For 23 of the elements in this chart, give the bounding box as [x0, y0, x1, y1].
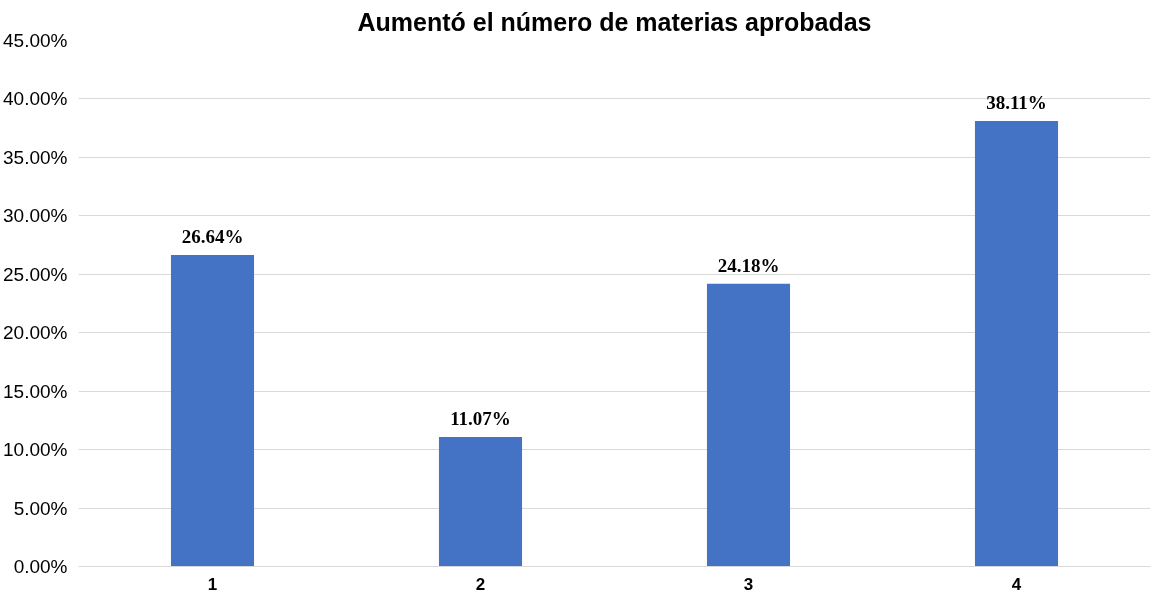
bar [974, 121, 1059, 567]
y-tick-label: 25.00% [3, 263, 68, 285]
data-label: 24.18% [717, 254, 780, 276]
data-label: 11.07% [450, 408, 511, 430]
bar [438, 437, 523, 567]
y-tick-label: 30.00% [3, 205, 68, 227]
x-tick-label: 1 [207, 574, 218, 594]
y-tick-label: 15.00% [3, 380, 68, 402]
chart-title: Aumentó el número de materias aprobadas [357, 7, 872, 36]
data-label: 26.64% [181, 226, 244, 248]
bar [706, 283, 791, 567]
y-tick-label: 10.00% [3, 439, 68, 461]
y-tick-label: 40.00% [3, 88, 68, 110]
y-tick-label: 0.00% [13, 556, 68, 577]
x-tick-label: 4 [1011, 574, 1022, 594]
data-label: 38.11% [986, 92, 1047, 114]
y-tick-label: 5.00% [13, 497, 68, 519]
y-tick-label: 35.00% [3, 146, 68, 168]
x-tick-label: 3 [743, 574, 754, 594]
bar [170, 255, 255, 567]
y-tick-label: 20.00% [3, 322, 68, 344]
y-tick-label: 45.00% [3, 30, 68, 51]
x-tick-label: 2 [475, 574, 486, 594]
